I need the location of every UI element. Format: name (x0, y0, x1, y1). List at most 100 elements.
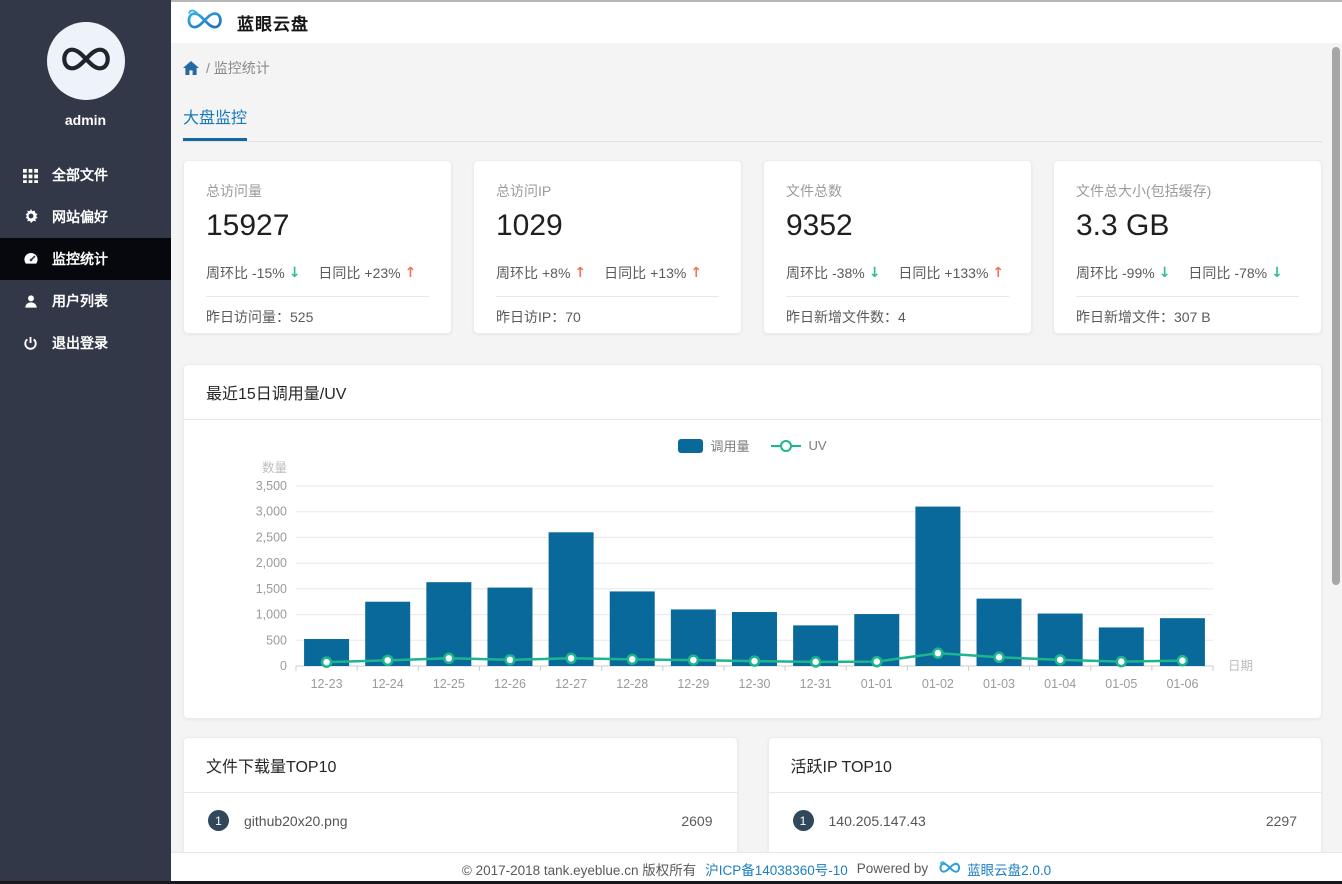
svg-text:12-31: 12-31 (800, 677, 832, 691)
svg-text:12-25: 12-25 (433, 677, 465, 691)
delta-label: 周环比 (786, 265, 828, 281)
powered-by-text: Powered by (856, 861, 929, 876)
sidebar-item-monitoring-stats[interactable]: 监控统计 (0, 238, 171, 280)
home-icon[interactable] (183, 60, 199, 76)
trend-arrow-icon: ↑ (574, 265, 587, 281)
file-download-top10-card: 文件下载量TOP10 1 github20x20.png 2609 (183, 737, 738, 852)
user-icon (22, 293, 39, 310)
stat-card-grid: 总访问量 15927 周环比 -15% ↓ 日同比 +23% ↑ 昨日访问量：5… (183, 160, 1322, 334)
delta-label: 周环比 (1076, 265, 1118, 281)
avatar[interactable] (46, 22, 125, 100)
sidebar-item-label: 全部文件 (52, 167, 108, 183)
tab-dashboard-monitor[interactable]: 大盘监控 (183, 104, 248, 141)
delta-label: 日同比 (604, 265, 647, 281)
trend-arrow-icon: ↓ (868, 265, 881, 281)
sidebar-item-all-files[interactable]: 全部文件 (0, 154, 171, 196)
delta-label: 周环比 (206, 265, 248, 281)
divider (1076, 296, 1299, 297)
stat-title: 总访问量 (206, 183, 262, 199)
svg-text:01-01: 01-01 (861, 677, 893, 691)
uv-chart-card: 最近15日调用量/UV 调用量 UV 0 500 1,000 1,500 2,000 2,… (183, 364, 1322, 719)
svg-text:12-29: 12-29 (677, 677, 709, 691)
svg-text:2,000: 2,000 (256, 556, 287, 570)
stat-footer-value: 307 B (1174, 309, 1211, 325)
stat-footer-value: 70 (565, 309, 581, 325)
legend-line-swatch (771, 439, 802, 452)
gear-icon (22, 209, 39, 226)
stat-value: 9352 (786, 209, 853, 242)
sidebar-menu: 全部文件 网站偏好 监控统计 (0, 154, 171, 364)
infinity-logo-icon (58, 44, 114, 79)
sidebar-item-logout[interactable]: 退出登录 (0, 322, 171, 364)
svg-text:01-02: 01-02 (922, 677, 954, 691)
active-ip-top10-card: 活跃IP TOP10 1 140.205.147.43 2297 (767, 737, 1322, 852)
stat-footer-value: 4 (898, 309, 906, 325)
stat-value: 15927 (206, 209, 290, 242)
list-card-title: 活跃IP TOP10 (768, 738, 1321, 793)
breadcrumb: / 监控统计 (183, 58, 1322, 78)
breadcrumb-page: 监控统计 (213, 60, 270, 76)
main-area: 蓝眼云盘 / 监控统计 大盘监控 总访问量 15927 周环比 -15% (171, 0, 1342, 884)
stat-footer-label: 昨日访问量： (206, 309, 290, 325)
delta-label: 周环比 (496, 265, 538, 281)
sidebar-item-label: 退出登录 (52, 335, 108, 351)
stat-deltas: 周环比 -99% ↓ 日同比 -78% ↓ (1076, 263, 1299, 283)
svg-text:12-28: 12-28 (616, 677, 648, 691)
svg-text:12-26: 12-26 (494, 677, 526, 691)
svg-text:2,500: 2,500 (256, 530, 287, 544)
legend-item-uv[interactable]: UV (771, 438, 827, 453)
breadcrumb-separator: / (206, 60, 210, 76)
delta-value: -38% (832, 265, 865, 281)
list-item[interactable]: 1 140.205.147.43 2297 (769, 793, 1322, 848)
delta-label: 日同比 (318, 265, 361, 281)
legend-bar-swatch (678, 438, 704, 453)
delta-value: +13% (650, 265, 687, 281)
stat-card-total-size: 文件总大小(包括缓存) 3.3 GB 周环比 -99% ↓ 日同比 -78% ↓… (1053, 160, 1322, 334)
sidebar-item-user-list[interactable]: 用户列表 (0, 280, 171, 322)
stat-footer-label: 昨日新增文件： (1076, 309, 1174, 325)
svg-text:500: 500 (266, 633, 287, 647)
stat-title: 总访问IP (496, 183, 552, 199)
brand-link[interactable]: 蓝眼云盘2.0.0 (967, 862, 1052, 878)
svg-text:01-03: 01-03 (983, 677, 1015, 691)
svg-text:12-30: 12-30 (739, 677, 771, 691)
stat-title: 文件总数 (786, 183, 842, 199)
stat-value: 3.3 GB (1076, 209, 1170, 242)
delta-label: 日同比 (1188, 265, 1231, 281)
legend-label: 调用量 (710, 439, 750, 454)
svg-text:3,000: 3,000 (256, 505, 287, 519)
list-item-value: 2609 (681, 812, 713, 829)
svg-text:01-04: 01-04 (1044, 677, 1076, 691)
chart-card-title: 最近15日调用量/UV (184, 365, 1321, 420)
stat-footer: 昨日新增文件：307 B (1076, 297, 1299, 339)
app-logo-icon (183, 7, 227, 38)
window-bottom-edge (0, 881, 1342, 884)
trend-arrow-icon: ↓ (1158, 265, 1171, 281)
vertical-scrollbar-thumb[interactable] (1332, 47, 1340, 585)
trend-arrow-icon: ↑ (690, 265, 703, 281)
sidebar-item-site-preferences[interactable]: 网站偏好 (0, 196, 171, 238)
footer-logo-icon (937, 860, 963, 878)
stat-footer-label: 昨日访IP： (496, 309, 566, 325)
trend-arrow-icon: ↓ (1271, 265, 1283, 281)
sidebar-item-label: 网站偏好 (52, 209, 108, 225)
svg-text:12-27: 12-27 (555, 677, 587, 691)
svg-text:12-24: 12-24 (372, 677, 404, 691)
delta-label: 日同比 (898, 265, 941, 281)
list-item[interactable]: 1 github20x20.png 2609 (184, 793, 737, 848)
stat-deltas: 周环比 -38% ↓ 日同比 +133% ↑ (786, 263, 1009, 283)
app-title: 蓝眼云盘 (237, 15, 309, 34)
delta-value: +8% (542, 265, 571, 281)
copyright-text: © 2017-2018 tank.eyeblue.cn 版权所有 (461, 862, 697, 878)
icp-link[interactable]: 沪ICP备14038360号-10 (705, 862, 848, 878)
legend-item-calls[interactable]: 调用量 (678, 436, 749, 455)
stat-card-total-files: 文件总数 9352 周环比 -38% ↓ 日同比 +133% ↑ 昨日新增文件数… (763, 160, 1032, 334)
trend-arrow-icon: ↓ (288, 265, 301, 281)
top10-grid: 文件下载量TOP10 1 github20x20.png 2609 活跃IP T… (183, 737, 1322, 852)
calls-uv-chart: 0 500 1,000 1,500 2,000 2,500 3,000 3,500 数量 日期 12… (184, 455, 1321, 718)
svg-text:01-06: 01-06 (1166, 677, 1198, 691)
stat-deltas: 周环比 +8% ↑ 日同比 +13% ↑ (496, 263, 719, 283)
dashboard-icon (22, 251, 39, 268)
username: admin (64, 112, 107, 128)
stat-footer: 昨日新增文件数：4 (786, 297, 1009, 339)
